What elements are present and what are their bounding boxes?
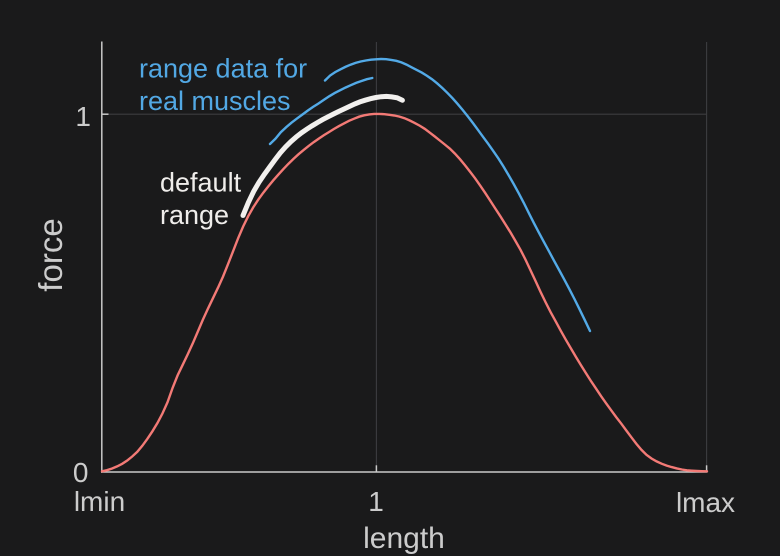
svg-text:1: 1 [368,486,384,517]
svg-text:0: 0 [73,457,89,488]
svg-text:force: force [32,218,69,291]
svg-text:default: default [160,168,242,198]
svg-text:1: 1 [75,101,91,132]
svg-text:lmax: lmax [676,487,735,518]
svg-text:range data for: range data for [139,54,307,84]
svg-text:lmin: lmin [74,486,125,517]
svg-text:length: length [363,522,445,555]
svg-text:real muscles: real muscles [139,86,291,116]
svg-text:range: range [160,200,229,230]
